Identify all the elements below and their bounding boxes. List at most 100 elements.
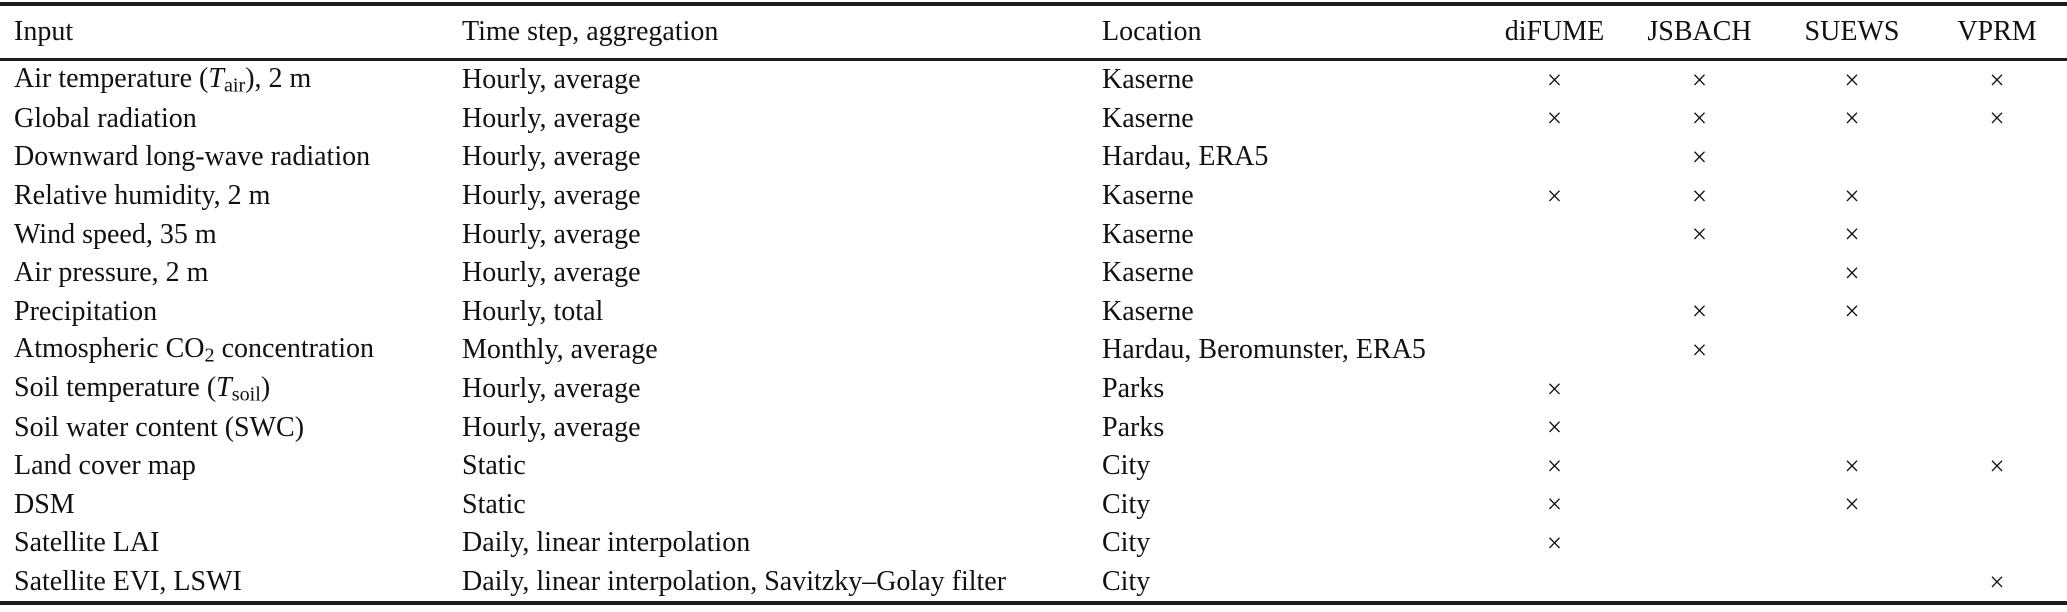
mark-suews: ×	[1844, 296, 1860, 327]
location-cell: Parks	[1102, 373, 1165, 405]
location-cell: Kaserne	[1102, 295, 1194, 327]
input-cell: Satellite LAI	[14, 527, 160, 559]
mark-jsbach: ×	[1691, 180, 1708, 211]
mark-suews: ×	[1844, 450, 1860, 481]
input-cell: Precipitation	[14, 295, 158, 327]
mark-vprm: ×	[1989, 64, 2005, 95]
input-cell: Air pressure, 2 m	[14, 257, 209, 289]
subscript-text: soil	[231, 383, 261, 406]
input-cell: DSM	[14, 488, 75, 520]
mark-difume: ×	[1546, 450, 1563, 481]
timestep-cell: Hourly, average	[462, 411, 641, 443]
location-cell: City	[1102, 527, 1151, 559]
table-row: Soil water content (SWC) Hourly, average P…	[0, 408, 2067, 447]
mark-difume: ×	[1546, 489, 1563, 520]
mark-difume: ×	[1546, 412, 1563, 443]
mark-suews: ×	[1844, 489, 1860, 520]
column-header-timestep: Time step, aggregation	[462, 16, 719, 47]
mark-jsbach: ×	[1691, 103, 1708, 134]
location-cell: Kaserne	[1102, 64, 1194, 96]
column-header-input: Input	[14, 16, 74, 47]
input-cell: Soil temperature (Tsoil)	[14, 371, 462, 406]
mark-vprm: ×	[1989, 450, 2005, 481]
mark-jsbach: ×	[1691, 219, 1708, 250]
cell-text: concentration	[214, 333, 374, 365]
input-cell: Downward long-wave radiation	[14, 141, 371, 173]
cell-text: )	[260, 371, 271, 403]
input-cell: Atmospheric CO2 concentration	[14, 335, 462, 366]
timestep-cell: Static	[462, 450, 526, 482]
mark-jsbach: ×	[1691, 334, 1708, 365]
mark-difume: ×	[1546, 180, 1563, 211]
location-cell: Kaserne	[1102, 102, 1194, 134]
mark-difume: ×	[1546, 373, 1563, 404]
location-cell: Kaserne	[1102, 180, 1194, 212]
mark-jsbach: ×	[1691, 141, 1708, 172]
column-header-location: Location	[1102, 16, 1202, 47]
mark-difume: ×	[1546, 103, 1563, 134]
column-header-vprm: VPRM	[1957, 16, 2037, 47]
cell-text: T	[208, 63, 224, 94]
table-row: Satellite LAI Daily, linear interpolation…	[0, 524, 2067, 563]
timestep-cell: Hourly, average	[462, 257, 641, 289]
mark-suews: ×	[1844, 219, 1860, 250]
timestep-cell: Hourly, average	[462, 64, 641, 96]
input-cell: Air temperature (Tair), 2 m	[14, 65, 462, 96]
mark-suews: ×	[1844, 103, 1860, 134]
table-row: Air pressure, 2 m Hourly, average Kaserne ×	[0, 254, 2067, 293]
column-header-difume: diFUME	[1504, 16, 1605, 47]
table-row: Atmospheric CO2 concentration Monthly, av…	[0, 331, 2067, 370]
mark-vprm: ×	[1989, 103, 2005, 134]
location-cell: City	[1102, 450, 1151, 482]
table-row: Soil temperature (Tsoil) Hourly, average P…	[0, 370, 2067, 409]
column-header-jsbach: JSBACH	[1647, 16, 1752, 47]
cell-text: Air temperature (	[14, 63, 209, 94]
location-cell: Parks	[1102, 411, 1165, 443]
location-cell: City	[1102, 566, 1151, 598]
timestep-cell: Monthly, average	[462, 334, 658, 366]
table-header-row: Input Time step, aggregation Location di…	[0, 6, 2067, 61]
mark-jsbach: ×	[1691, 64, 1708, 95]
cell-text: T	[216, 371, 232, 403]
table-row: DSM Static City × ×	[0, 486, 2067, 525]
timestep-cell: Hourly, average	[462, 218, 641, 250]
location-cell: City	[1102, 488, 1151, 520]
input-cell: Satellite EVI, LSWI	[14, 566, 242, 598]
timestep-cell: Hourly, average	[462, 373, 641, 405]
table-row: Downward long-wave radiation Hourly, aver…	[0, 138, 2067, 177]
mark-difume: ×	[1546, 64, 1563, 95]
timestep-cell: Hourly, average	[462, 180, 641, 212]
table-row: Air temperature (Tair), 2 m Hourly, avera…	[0, 61, 2067, 100]
timestep-cell: Hourly, average	[462, 102, 641, 134]
table-body: Air temperature (Tair), 2 m Hourly, avera…	[0, 61, 2067, 601]
subscript-text: 2	[204, 344, 215, 367]
table-row: Satellite EVI, LSWI Daily, linear interpo…	[0, 563, 2067, 602]
location-cell: Kaserne	[1102, 218, 1194, 250]
subscript-text: air	[223, 74, 246, 97]
cell-text: ), 2 m	[245, 63, 312, 94]
timestep-cell: Static	[462, 488, 526, 520]
mark-suews: ×	[1844, 64, 1860, 95]
cell-text: Soil temperature (	[14, 371, 217, 403]
input-cell: Relative humidity, 2 m	[14, 180, 271, 212]
table-row: Relative humidity, 2 m Hourly, average Kas…	[0, 177, 2067, 216]
mark-suews: ×	[1844, 257, 1860, 288]
timestep-cell: Hourly, total	[462, 295, 604, 327]
cell-text: Atmospheric CO	[14, 333, 205, 365]
timestep-cell: Daily, linear interpolation	[462, 527, 751, 559]
mark-difume: ×	[1546, 527, 1563, 558]
timestep-cell: Daily, linear interpolation, Savitzky–Go…	[462, 566, 1007, 598]
location-cell: Hardau, ERA5	[1102, 141, 1269, 173]
input-cell: Wind speed, 35 m	[14, 218, 217, 250]
column-header-suews: SUEWS	[1804, 16, 1900, 47]
input-cell: Land cover map	[14, 450, 196, 482]
location-cell: Hardau, Beromunster, ERA5	[1102, 334, 1426, 366]
table-row: Global radiation Hourly, average Kaserne × ×…	[0, 100, 2067, 139]
mark-vprm: ×	[1989, 566, 2005, 597]
input-cell: Global radiation	[14, 102, 197, 134]
table-row: Wind speed, 35 m Hourly, average Kaserne × ×	[0, 215, 2067, 254]
input-cell: Soil water content (SWC)	[14, 411, 305, 443]
location-cell: Kaserne	[1102, 257, 1194, 289]
